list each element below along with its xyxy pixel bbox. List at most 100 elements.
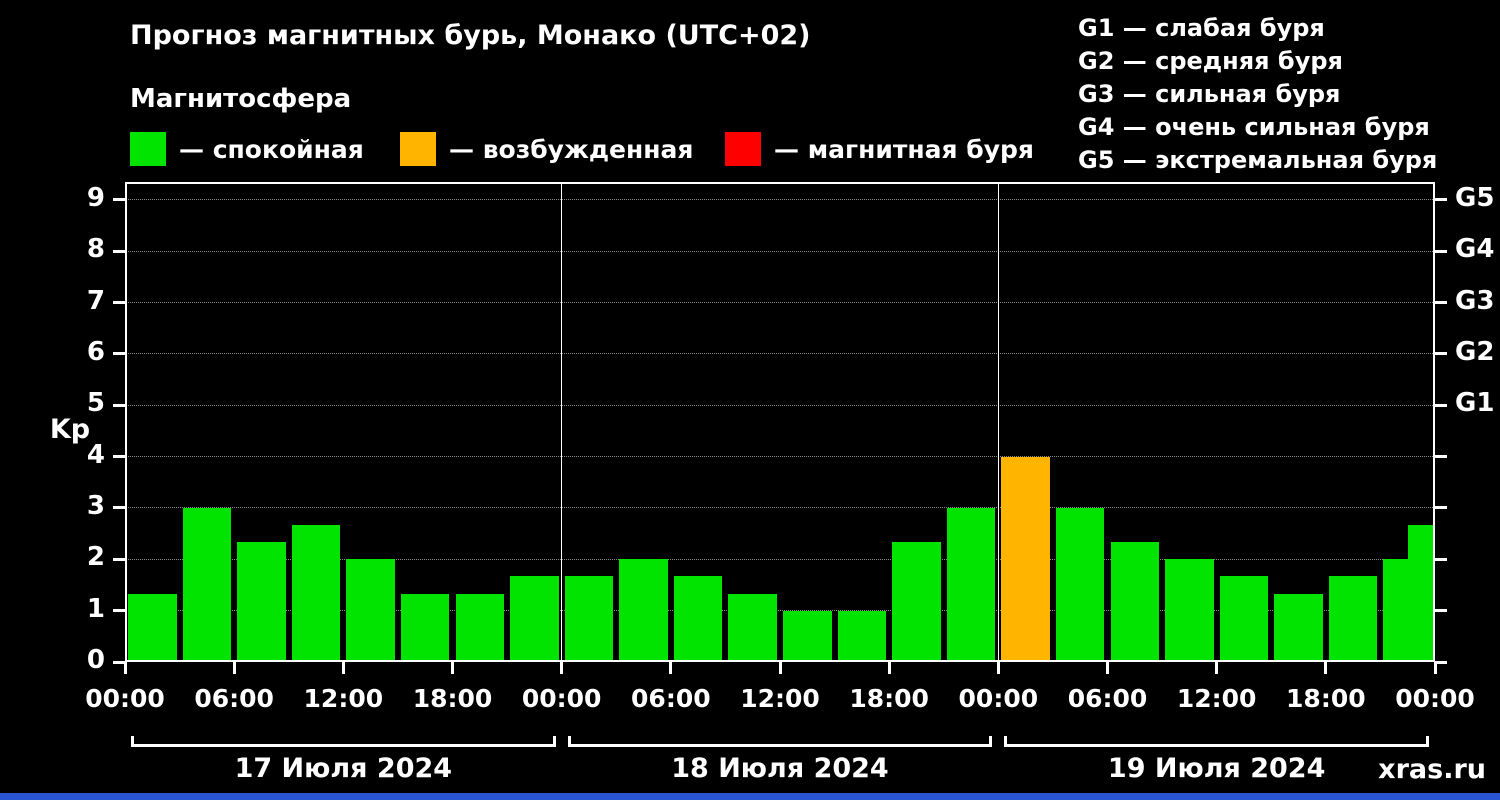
y-axis-tick xyxy=(1435,506,1447,510)
watermark: xras.ru xyxy=(1378,754,1486,785)
day-separator-line xyxy=(997,182,1000,662)
y-tick-label: 5 xyxy=(86,388,105,419)
day-label: 17 Июля 2024 xyxy=(234,753,453,784)
x-tick-label: 00:00 xyxy=(1395,684,1475,713)
kp-bar xyxy=(400,593,450,662)
x-axis-tick xyxy=(1215,662,1219,674)
kp-bar xyxy=(564,576,614,662)
y-tick-label: 0 xyxy=(86,645,105,675)
y-tick-label: 8 xyxy=(86,234,105,265)
x-tick-label: 06:00 xyxy=(194,684,274,713)
y-axis-tick xyxy=(113,660,125,664)
kp-bar xyxy=(1165,559,1214,662)
kp-bar xyxy=(783,610,832,662)
y-tick-label: 4 xyxy=(86,439,105,470)
x-axis-tick xyxy=(341,662,345,674)
kp-bar xyxy=(1219,576,1269,662)
kp-bar xyxy=(619,559,668,662)
x-tick-label: 06:00 xyxy=(1067,684,1148,713)
g-axis-label: G5 xyxy=(1455,182,1495,213)
gridline xyxy=(125,250,1435,252)
excited-color-swatch xyxy=(400,132,436,166)
y-axis-tick xyxy=(1435,249,1447,253)
footer-accent-bar xyxy=(0,793,1500,800)
day-bracket xyxy=(131,736,556,747)
y-axis-tick xyxy=(1435,557,1447,561)
kp-bar xyxy=(673,576,723,662)
kp-bar xyxy=(728,593,777,662)
legend-item-excited: — возбужденная xyxy=(400,131,693,167)
x-axis-tick xyxy=(669,662,673,674)
g-axis-label: G1 xyxy=(1455,388,1495,419)
y-axis-tick xyxy=(113,403,125,407)
kp-bar xyxy=(892,542,941,662)
y-tick-label: 6 xyxy=(86,336,105,367)
x-axis-tick xyxy=(1324,662,1328,674)
storm-color-swatch xyxy=(725,132,761,166)
excited-label: — возбужденная xyxy=(449,134,694,164)
gridline xyxy=(125,302,1435,304)
gridline xyxy=(125,610,1435,612)
y-tick-label: 9 xyxy=(86,182,105,213)
x-tick-label: 00:00 xyxy=(521,684,602,713)
y-axis-tick xyxy=(113,455,125,459)
day-bracket xyxy=(567,736,993,747)
kp-bar xyxy=(291,524,341,662)
x-axis-tick xyxy=(996,662,1000,674)
legend-item-storm: — магнитная буря xyxy=(725,131,1034,167)
kp-bar xyxy=(182,507,232,662)
gridline xyxy=(125,507,1435,509)
y-tick-label: 7 xyxy=(86,285,105,316)
x-tick-label: 00:00 xyxy=(958,684,1039,713)
gridline xyxy=(125,456,1435,458)
y-tick-label: 1 xyxy=(86,593,105,624)
kp-bar xyxy=(128,593,177,662)
x-tick-label: 12:00 xyxy=(303,684,384,713)
kp-bar xyxy=(1328,576,1378,662)
day-separator-line xyxy=(560,182,563,662)
kp-bar xyxy=(837,610,887,662)
y-axis-title: Kp xyxy=(49,414,91,445)
y-axis-tick xyxy=(1435,609,1447,613)
x-tick-label: 12:00 xyxy=(1176,684,1257,713)
y-axis-tick xyxy=(113,609,125,613)
g3-legend-line: G3 — сильная буря xyxy=(1078,80,1341,108)
kp-bar xyxy=(946,507,996,662)
x-axis-tick xyxy=(1106,662,1109,674)
y-axis-tick xyxy=(1435,660,1447,664)
g-axis-label: G2 xyxy=(1455,336,1495,367)
g-scale-legend: G1 — слабая буря G2 — средняя буря G3 — … xyxy=(1078,12,1437,177)
x-tick-label: 00:00 xyxy=(85,684,165,713)
x-axis-tick xyxy=(887,662,891,674)
y-tick-label: 3 xyxy=(86,490,105,521)
day-label: 18 Июля 2024 xyxy=(671,753,889,784)
x-tick-label: 06:00 xyxy=(631,684,711,713)
quiet-label: — спокойная xyxy=(179,134,364,164)
x-axis-tick xyxy=(451,662,454,674)
kp-bar xyxy=(455,593,505,662)
x-axis-tick xyxy=(1433,662,1437,674)
x-tick-label: 12:00 xyxy=(740,684,820,713)
kp-bar xyxy=(1110,542,1160,662)
kp-bar xyxy=(237,542,286,662)
y-axis-tick xyxy=(1435,352,1447,356)
magnetosphere-label: Магнитосфера xyxy=(130,84,352,114)
g5-legend-line: G5 — экстремальная буря xyxy=(1078,146,1438,174)
x-axis-tick xyxy=(560,662,564,674)
y-axis-tick xyxy=(113,506,125,510)
kp-bar xyxy=(1407,524,1433,662)
day-label: 19 Июля 2024 xyxy=(1107,753,1326,784)
y-axis-tick xyxy=(113,198,125,202)
g2-legend-line: G2 — средняя буря xyxy=(1078,47,1343,75)
y-axis-tick xyxy=(1435,455,1447,459)
kp-bar xyxy=(346,559,395,662)
x-tick-label: 18:00 xyxy=(412,684,493,713)
gridline xyxy=(125,404,1435,406)
g1-legend-line: G1 — слабая буря xyxy=(1078,14,1325,42)
x-axis-tick xyxy=(123,662,127,674)
gridline xyxy=(125,353,1435,355)
kp-bar xyxy=(1001,456,1050,662)
y-axis-tick xyxy=(113,249,125,253)
gridline xyxy=(125,558,1435,560)
